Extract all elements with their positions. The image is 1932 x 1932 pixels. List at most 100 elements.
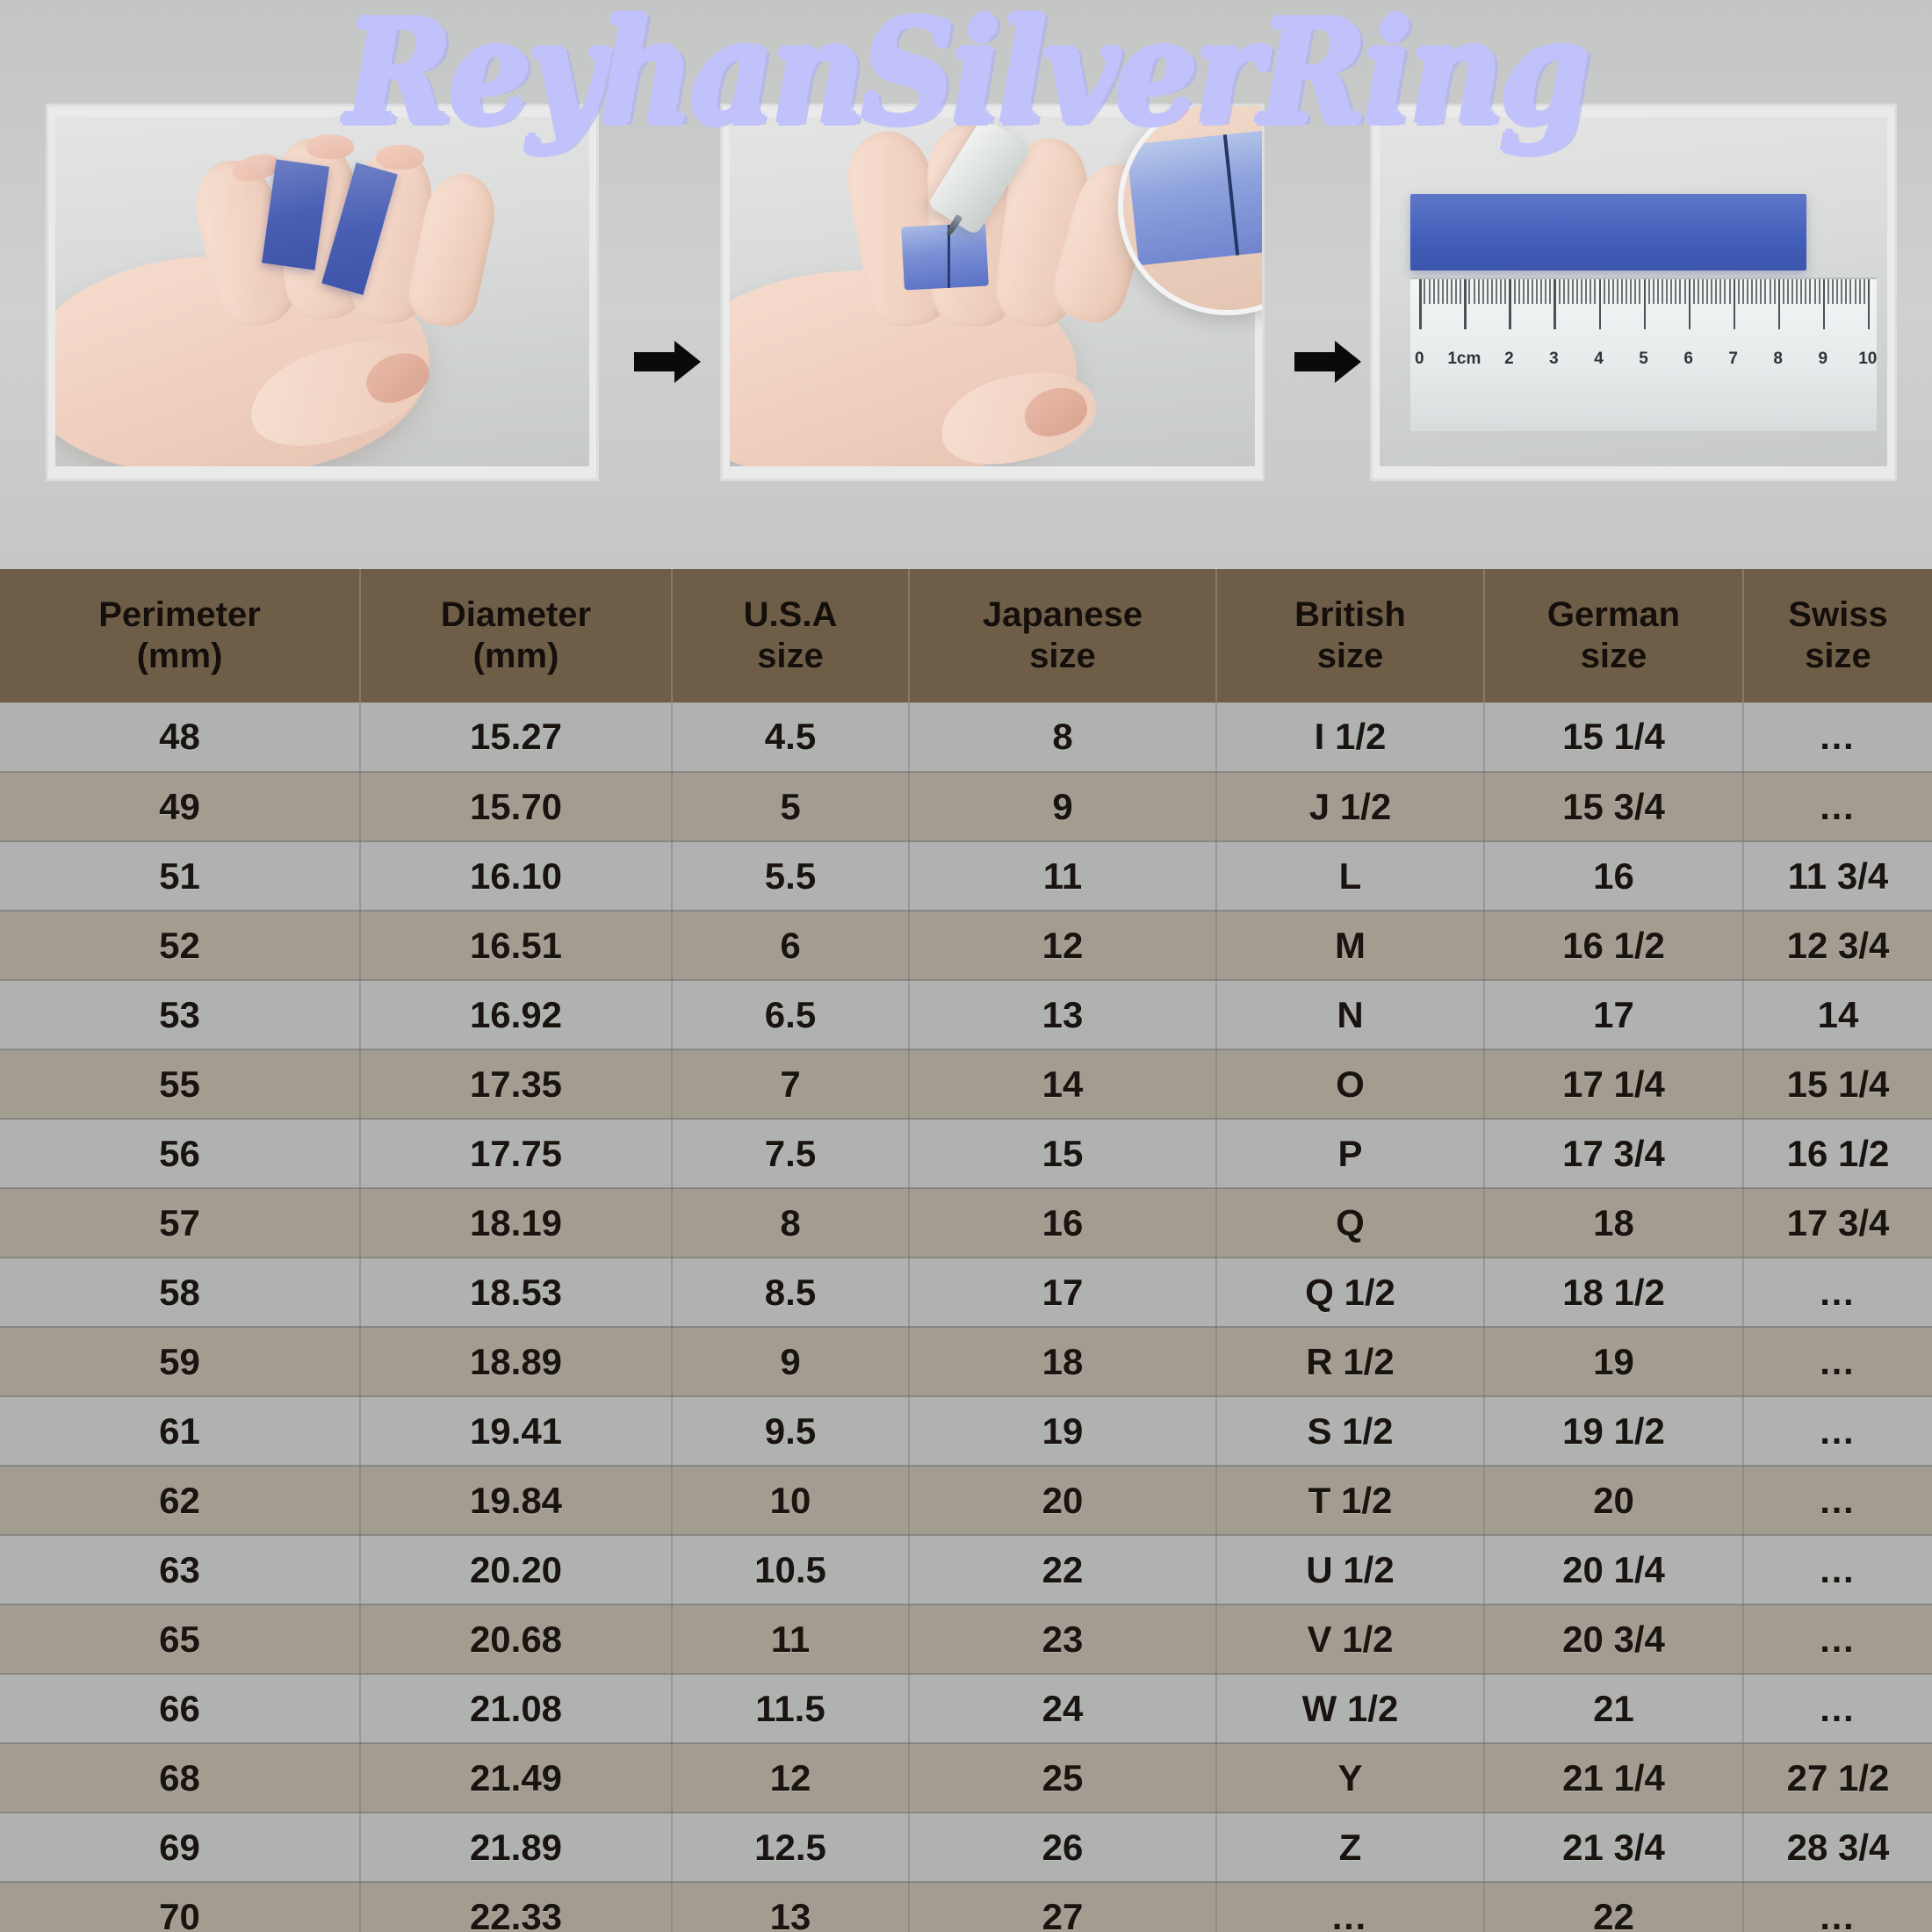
cell-6: …	[1743, 1327, 1932, 1397]
ring-size-conversion-table: Perimeter (mm) Diameter (mm) U.S.A size Japane…	[0, 569, 1932, 1932]
column-header-japanese: Japanese size	[909, 569, 1217, 703]
cell-2: 6	[672, 911, 910, 981]
cell-5: 16	[1484, 841, 1744, 912]
ruler-tick-minor	[1656, 279, 1659, 304]
cell-4: N	[1216, 980, 1485, 1050]
cell-1: 21.49	[360, 1743, 673, 1813]
cell-4: Z	[1216, 1813, 1485, 1883]
cell-3: 22	[909, 1535, 1217, 1605]
cell-6: 11 3/4	[1743, 841, 1932, 912]
step-arrow-2-icon	[1275, 335, 1381, 388]
ruler-tick-minor	[1611, 279, 1614, 304]
ruler-tick-minor	[1545, 279, 1547, 304]
cell-1: 16.51	[360, 911, 673, 981]
cell-1: 18.89	[360, 1327, 673, 1397]
table-row: 51 16.10 5.5 11 L 16 11 3/4	[0, 841, 1932, 912]
ruler-tick-minor	[1517, 279, 1520, 304]
cell-3: 8	[909, 703, 1217, 773]
cell-5: 17 1/4	[1484, 1049, 1744, 1120]
cell-3: 25	[909, 1743, 1217, 1813]
cell-2: 12.5	[672, 1813, 910, 1883]
ruler-tick-minor	[1845, 279, 1848, 304]
ruler-tick-minor	[1558, 279, 1561, 304]
cell-6: 17 3/4	[1743, 1188, 1932, 1258]
cell-5: 20 1/4	[1484, 1535, 1744, 1605]
ruler-tick-minor	[1706, 279, 1709, 304]
cell-4: O	[1216, 1049, 1485, 1120]
ruler-tick-minor	[1849, 279, 1852, 304]
ruler-tick-minor	[1634, 279, 1637, 304]
cell-5: 16 1/2	[1484, 911, 1744, 981]
ruler-tick-minor	[1594, 279, 1597, 304]
ruler-tick-minor	[1616, 279, 1618, 304]
ruler-tick-minor	[1504, 279, 1507, 304]
ruler-tick-minor	[1526, 279, 1529, 304]
cell-2: 12	[672, 1743, 910, 1813]
cell-6: …	[1743, 1258, 1932, 1328]
step-arrow-1-icon	[615, 335, 720, 388]
cell-0: 48	[0, 703, 361, 773]
ruler-tick-major	[1867, 279, 1871, 329]
column-header-line1: Japanese	[982, 595, 1143, 634]
cell-5: 18	[1484, 1188, 1744, 1258]
ruler-tick-minor	[1496, 279, 1498, 304]
cell-5: 19 1/2	[1484, 1396, 1744, 1467]
cell-2: 6.5	[672, 980, 910, 1050]
cell-2: 13	[672, 1882, 910, 1932]
cell-5: 15 1/4	[1484, 703, 1744, 773]
ruler-tick-minor	[1441, 279, 1444, 304]
ruler-tick-minor	[1571, 279, 1574, 304]
table-row: 57 18.19 8 16 Q 18 17 3/4	[0, 1188, 1932, 1258]
cell-3: 14	[909, 1049, 1217, 1120]
ruler-tick-minor	[1424, 279, 1426, 304]
ruler-tick-minor	[1603, 279, 1605, 304]
column-header-usa: U.S.A size	[672, 569, 910, 703]
cell-5: 19	[1484, 1327, 1744, 1397]
ruler-tick-major	[1643, 279, 1647, 329]
cell-5: 20 3/4	[1484, 1604, 1744, 1675]
table-row: 52 16.51 6 12 M 16 1/2 12 3/4	[0, 911, 1932, 981]
ruler-tick-minor	[1697, 279, 1699, 304]
ruler-tick-major	[1509, 279, 1511, 329]
cell-4: I 1/2	[1216, 703, 1485, 773]
ruler-tick-minor	[1647, 279, 1650, 304]
ruler-tick-minor	[1468, 279, 1471, 304]
ruler-tick-major	[1464, 279, 1467, 329]
cell-0: 55	[0, 1049, 361, 1120]
column-header-line1: Swiss	[1788, 595, 1888, 634]
ruler-tick-minor	[1581, 279, 1583, 304]
step2-photo-mark-strip	[720, 104, 1265, 481]
table-row: 55 17.35 7 14 O 17 1/4 15 1/4	[0, 1049, 1932, 1120]
ruler-tick-minor	[1575, 279, 1578, 304]
cell-1: 18.19	[360, 1188, 673, 1258]
cell-0: 59	[0, 1327, 361, 1397]
column-header-british: British size	[1216, 569, 1485, 703]
cell-4: M	[1216, 911, 1485, 981]
column-header-line2: size	[1580, 637, 1647, 675]
ruler-tick-label: 10	[1858, 349, 1878, 368]
column-header-line2: (mm)	[472, 637, 559, 675]
cell-4: R 1/2	[1216, 1327, 1485, 1397]
cell-1: 20.20	[360, 1535, 673, 1605]
cell-0: 65	[0, 1604, 361, 1675]
cell-1: 18.53	[360, 1258, 673, 1328]
cell-6: …	[1743, 1674, 1932, 1744]
cell-0: 63	[0, 1535, 361, 1605]
ruler: 0 1cm 2 3 4 5 6 7 8 9 10	[1409, 278, 1878, 432]
ruler-tick-minor	[1549, 279, 1552, 304]
ruler-tick-minor	[1666, 279, 1669, 304]
cell-1: 19.41	[360, 1396, 673, 1467]
ruler-tick-minor	[1481, 279, 1484, 304]
ruler-tick-minor	[1652, 279, 1654, 304]
ruler-tick-minor	[1522, 279, 1525, 304]
cell-2: 7.5	[672, 1119, 910, 1189]
cell-6: …	[1743, 1396, 1932, 1467]
cell-1: 22.33	[360, 1882, 673, 1932]
cell-0: 58	[0, 1258, 361, 1328]
cell-3: 19	[909, 1396, 1217, 1467]
cell-2: 11	[672, 1604, 910, 1675]
cell-3: 16	[909, 1188, 1217, 1258]
cell-5: 15 3/4	[1484, 772, 1744, 842]
ruler-tick-label: 7	[1728, 349, 1738, 368]
ruler-tick-minor	[1746, 279, 1748, 304]
